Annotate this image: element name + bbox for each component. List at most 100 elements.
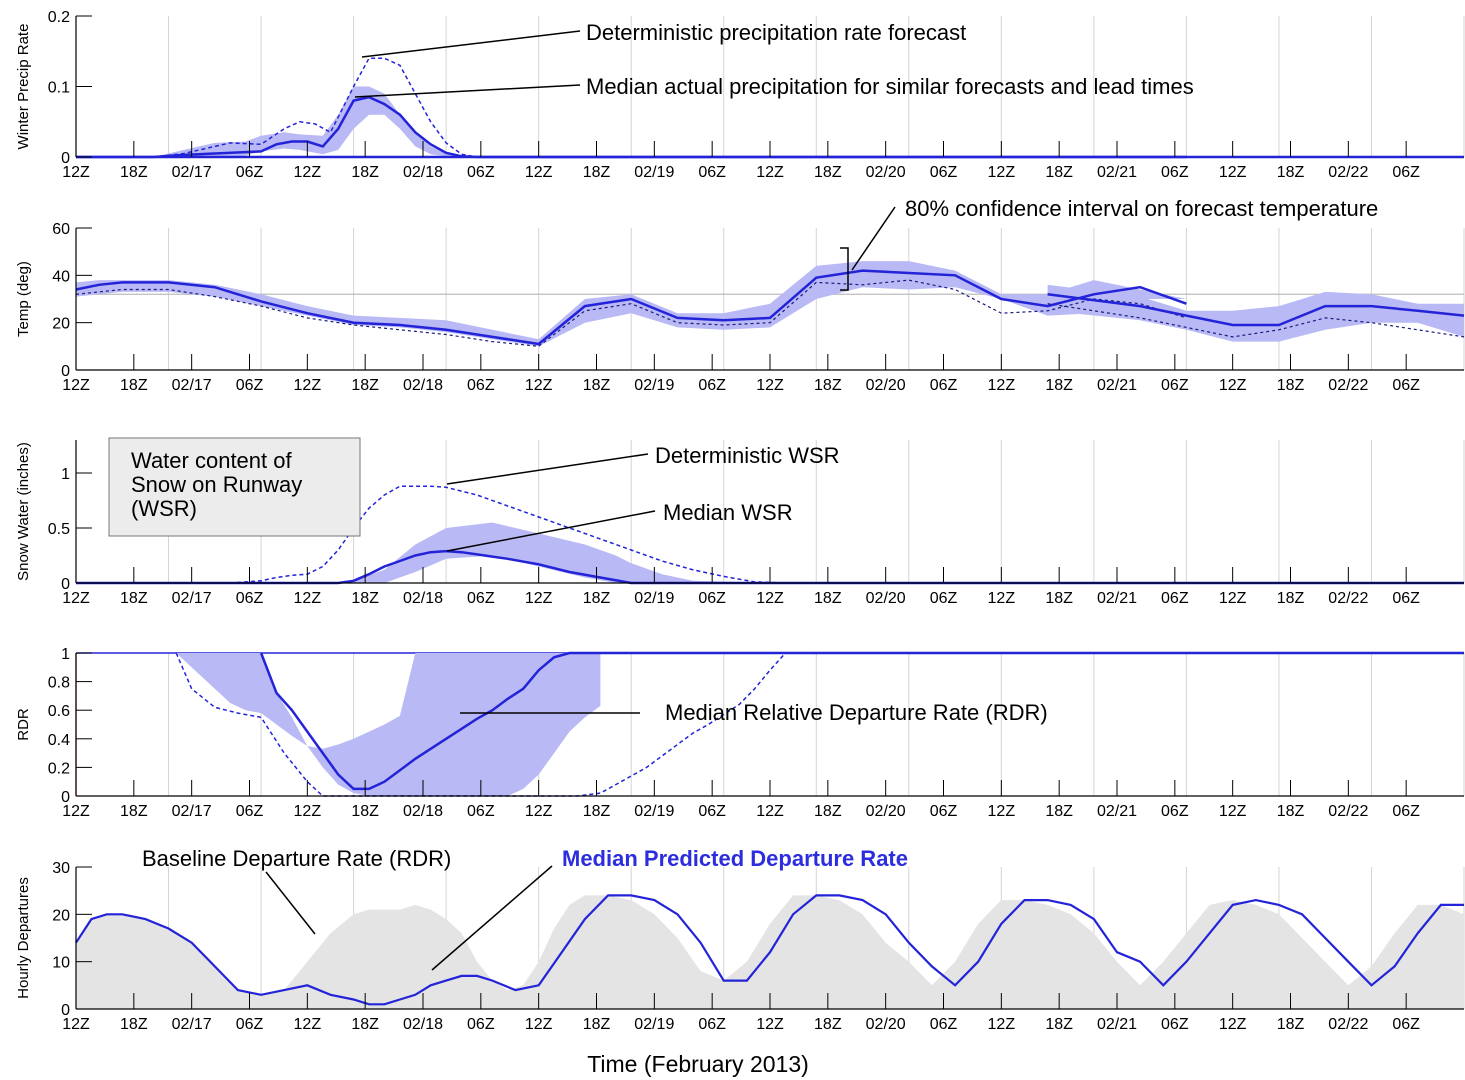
x-tick-label: 06Z	[698, 803, 726, 820]
x-tick-label: 18Z	[1045, 377, 1073, 394]
x-tick-label: 02/18	[403, 377, 443, 394]
rdr-median-line	[259, 651, 1464, 791]
x-tick-label: 02/22	[1328, 1016, 1368, 1033]
y-tick-label: 0	[61, 150, 70, 167]
x-tick-label: 12Z	[988, 1016, 1016, 1033]
temp-ci-bracket	[840, 247, 849, 291]
x-tick-label: 02/22	[1328, 377, 1368, 394]
x-tick-label: 12Z	[62, 377, 90, 394]
x-tick-label: 06Z	[236, 377, 264, 394]
x-tick-label: 02/18	[403, 164, 443, 181]
x-tick-label: 18Z	[120, 377, 148, 394]
annotations: Deterministic precipitation rate forecas…	[142, 20, 1378, 871]
wsr-legend-line-1: Water content of	[131, 448, 292, 473]
x-tick-label: 12Z	[294, 1016, 322, 1033]
x-tick-label: 18Z	[583, 377, 611, 394]
x-tick-label: 02/18	[403, 590, 443, 607]
y-tick-label: 40	[52, 268, 70, 285]
x-tick-label: 02/21	[1097, 803, 1137, 820]
x-tick-label: 18Z	[1045, 164, 1073, 181]
y-axis-label: RDR	[15, 708, 32, 741]
x-tick-label: 18Z	[814, 590, 842, 607]
x-tick-label: 12Z	[525, 803, 553, 820]
x-tick-label: 18Z	[351, 803, 379, 820]
x-tick-label: 12Z	[988, 590, 1016, 607]
x-tick-label: 18Z	[583, 164, 611, 181]
y-tick-label: 0.6	[48, 703, 70, 720]
x-tick-label: 06Z	[1161, 164, 1189, 181]
x-tick-label: 06Z	[236, 590, 264, 607]
x-tick-label: 18Z	[1045, 590, 1073, 607]
y-tick-label: 1	[61, 646, 70, 663]
x-tick-label: 02/19	[634, 1016, 674, 1033]
x-tick-label: 02/19	[634, 377, 674, 394]
x-tick-label: 12Z	[756, 377, 784, 394]
x-tick-label: 12Z	[294, 803, 322, 820]
x-tick-label: 02/20	[866, 164, 906, 181]
y-tick-label: 0	[61, 363, 70, 380]
annotation-median-predicted: Median Predicted Departure Rate	[562, 846, 908, 871]
x-tick-label: 18Z	[351, 164, 379, 181]
x-tick-label: 12Z	[525, 590, 553, 607]
x-tick-label: 06Z	[467, 803, 495, 820]
x-tick-label: 12Z	[988, 377, 1016, 394]
x-tick-label: 12Z	[756, 164, 784, 181]
x-tick-label: 06Z	[1161, 803, 1189, 820]
x-tick-label: 02/17	[172, 1016, 212, 1033]
x-tick-label: 02/22	[1328, 590, 1368, 607]
x-tick-label: 02/21	[1097, 164, 1137, 181]
y-tick-label: 0.5	[48, 521, 70, 538]
y-axis-label: Winter Precip Rate	[15, 24, 32, 150]
x-tick-label: 12Z	[62, 164, 90, 181]
x-tick-label: 12Z	[1219, 164, 1247, 181]
wsr-legend-box-bg	[108, 437, 361, 537]
x-tick-label: 18Z	[120, 1016, 148, 1033]
leader-baseline-rdr	[265, 871, 316, 935]
x-tick-label: 06Z	[930, 803, 958, 820]
x-tick-label: 18Z	[1045, 1016, 1073, 1033]
x-tick-label: 18Z	[814, 803, 842, 820]
x-tick-label: 06Z	[467, 377, 495, 394]
annotation-median-rdr: Median Relative Departure Rate (RDR)	[665, 700, 1048, 725]
y-tick-label: 20	[52, 316, 70, 333]
x-tick-label: 02/18	[403, 803, 443, 820]
x-tick-label: 12Z	[62, 1016, 90, 1033]
x-tick-label: 06Z	[467, 1016, 495, 1033]
precip-median-line	[76, 95, 1187, 159]
panel-3: 0 0.5 1 12Z 18Z 02/17 06Z 12Z 18Z 02/18 06Z 12Z 18Z 0…	[15, 440, 1465, 607]
x-tick-label: 12Z	[294, 377, 322, 394]
x-tick-label: 02/20	[866, 377, 906, 394]
x-tick-label: 18Z	[120, 164, 148, 181]
x-tick-label: 06Z	[467, 590, 495, 607]
x-tick-label: 06Z	[930, 590, 958, 607]
y-tick-label: 0	[61, 576, 70, 593]
x-tick-label: 18Z	[120, 590, 148, 607]
x-tick-label: 06Z	[698, 1016, 726, 1033]
x-tick-label: 06Z	[930, 377, 958, 394]
x-tick-label: 02/20	[866, 1016, 906, 1033]
x-tick-label: 06Z	[467, 164, 495, 181]
y-tick-label: 20	[52, 907, 70, 924]
precip-band	[76, 86, 1187, 157]
x-tick-label: 12Z	[294, 590, 322, 607]
x-tick-label: 12Z	[756, 803, 784, 820]
y-tick-label: 0	[61, 1002, 70, 1019]
y-tick-label: 0.2	[48, 9, 70, 26]
y-tick-label: 0.4	[48, 732, 70, 749]
annotation-median-precip: Median actual precipitation for similar …	[586, 74, 1194, 99]
y-tick-label: 10	[52, 955, 70, 972]
x-tick-label: 06Z	[236, 1016, 264, 1033]
y-tick-label: 0.8	[48, 675, 70, 692]
x-tick-label: 18Z	[583, 803, 611, 820]
x-tick-label: 18Z	[1277, 1016, 1305, 1033]
x-tick-label: 02/17	[172, 377, 212, 394]
x-tick-label: 12Z	[525, 164, 553, 181]
x-tick-label: 12Z	[988, 803, 1016, 820]
x-tick-label: 02/17	[172, 590, 212, 607]
x-tick-label: 18Z	[120, 803, 148, 820]
y-tick-label: 30	[52, 860, 70, 877]
panel-2: 0 20 40 60 12Z 18Z 02/17 06Z 12Z 18Z 02/18 06Z 12Z 18…	[15, 221, 1465, 394]
x-tick-label: 06Z	[1392, 590, 1420, 607]
y-tick-label: 0.2	[48, 760, 70, 777]
